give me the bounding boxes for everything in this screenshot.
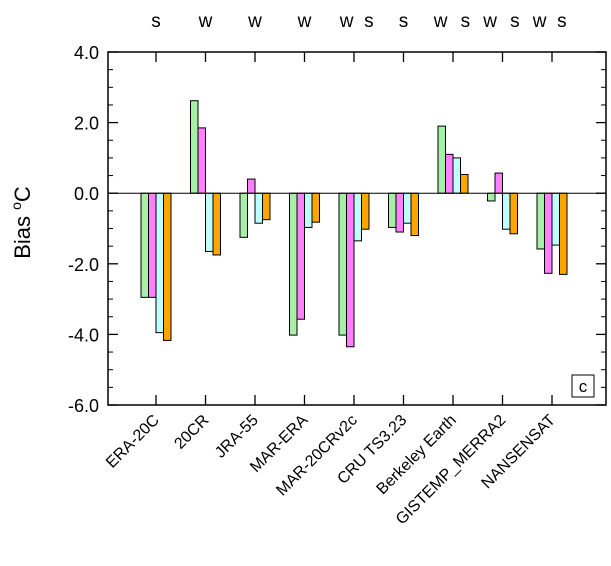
y-axis-label-text: Bias xyxy=(10,210,35,259)
y-tick-label: -2.0 xyxy=(68,255,99,275)
season-marker: w xyxy=(532,11,547,32)
x-tick-label: 20CR xyxy=(171,412,212,453)
season-marker: s xyxy=(151,11,161,32)
bar-berkeley-earth-series-2 xyxy=(445,153,454,194)
season-marker: w xyxy=(297,11,312,32)
bar-era-20c-series-2 xyxy=(148,192,157,298)
season-marker: w xyxy=(198,11,213,32)
bar-berkeley-earth-series-3 xyxy=(452,157,461,194)
season-marker: w xyxy=(247,11,262,32)
season-marker: s xyxy=(399,11,409,32)
bar-mar-20crv2c-series-4 xyxy=(361,192,370,230)
bar-20cr-series-1 xyxy=(190,100,199,194)
bar-gistemp-merra2-series-4 xyxy=(509,192,518,235)
bar-cru-ts3-23-series-4 xyxy=(410,192,419,237)
x-tick-label: ERA-20C xyxy=(103,412,163,472)
season-marker: s xyxy=(557,11,567,32)
bar-mar-era-series-3 xyxy=(304,192,313,228)
bar-era-20c-series-4 xyxy=(163,192,172,341)
bar-jra-55-series-2 xyxy=(247,178,256,194)
bar-jra-55-series-3 xyxy=(254,192,263,224)
y-tick-label: 4.0 xyxy=(74,43,99,63)
bar-nansensat-series-3 xyxy=(551,192,560,246)
bar-nansensat-series-2 xyxy=(544,192,553,274)
panel-label: c xyxy=(571,374,595,398)
bar-mar-era-series-4 xyxy=(311,192,320,223)
y-tick-label: -6.0 xyxy=(68,396,99,416)
y-axis-label: Bias oC xyxy=(8,186,35,259)
bar-cru-ts3-23-series-3 xyxy=(403,192,412,224)
bar-20cr-series-3 xyxy=(205,192,214,252)
season-marker: w xyxy=(433,11,448,32)
bar-mar-era-series-2 xyxy=(296,192,305,320)
y-tick-label: -4.0 xyxy=(68,325,99,345)
season-marker: w xyxy=(339,11,354,32)
season-marker: s xyxy=(364,11,374,32)
y-axis-label-unit: C xyxy=(10,186,35,202)
bar-jra-55-series-4 xyxy=(262,192,271,221)
bar-gistemp-merra2-series-3 xyxy=(502,192,511,230)
degree-sign: o xyxy=(8,202,24,210)
panel-label-box xyxy=(571,374,595,398)
bar-mar-20crv2c-series-3 xyxy=(353,192,362,242)
x-tick-label: JRA-55 xyxy=(212,412,262,462)
season-marker: w xyxy=(482,11,497,32)
bar-cru-ts3-23-series-1 xyxy=(388,192,397,228)
bar-nansensat-series-1 xyxy=(536,192,545,250)
bar-berkeley-earth-series-1 xyxy=(437,125,446,194)
bar-gistemp-merra2-series-1 xyxy=(487,192,496,202)
y-tick-label: 0.0 xyxy=(74,184,99,204)
marks-layer xyxy=(140,100,568,348)
bar-nansensat-series-4 xyxy=(559,192,568,275)
panel-label-text: c xyxy=(579,377,588,396)
bar-20cr-series-2 xyxy=(197,127,206,194)
bar-berkeley-earth-series-4 xyxy=(460,173,469,194)
season-marker: s xyxy=(461,11,471,32)
bar-jra-55-series-1 xyxy=(239,192,248,238)
bar-mar-20crv2c-series-1 xyxy=(338,192,347,336)
bar-era-20c-series-1 xyxy=(140,192,149,298)
season-marker: s xyxy=(510,11,520,32)
bar-era-20c-series-3 xyxy=(155,192,164,334)
bar-mar-20crv2c-series-2 xyxy=(346,192,355,348)
y-tick-label: 2.0 xyxy=(74,114,99,134)
bar-gistemp-merra2-series-2 xyxy=(494,172,503,194)
axes-layer xyxy=(108,51,606,406)
bar-cru-ts3-23-series-2 xyxy=(395,192,404,233)
bar-mar-era-series-1 xyxy=(289,192,298,336)
bar-20cr-series-4 xyxy=(212,192,221,256)
